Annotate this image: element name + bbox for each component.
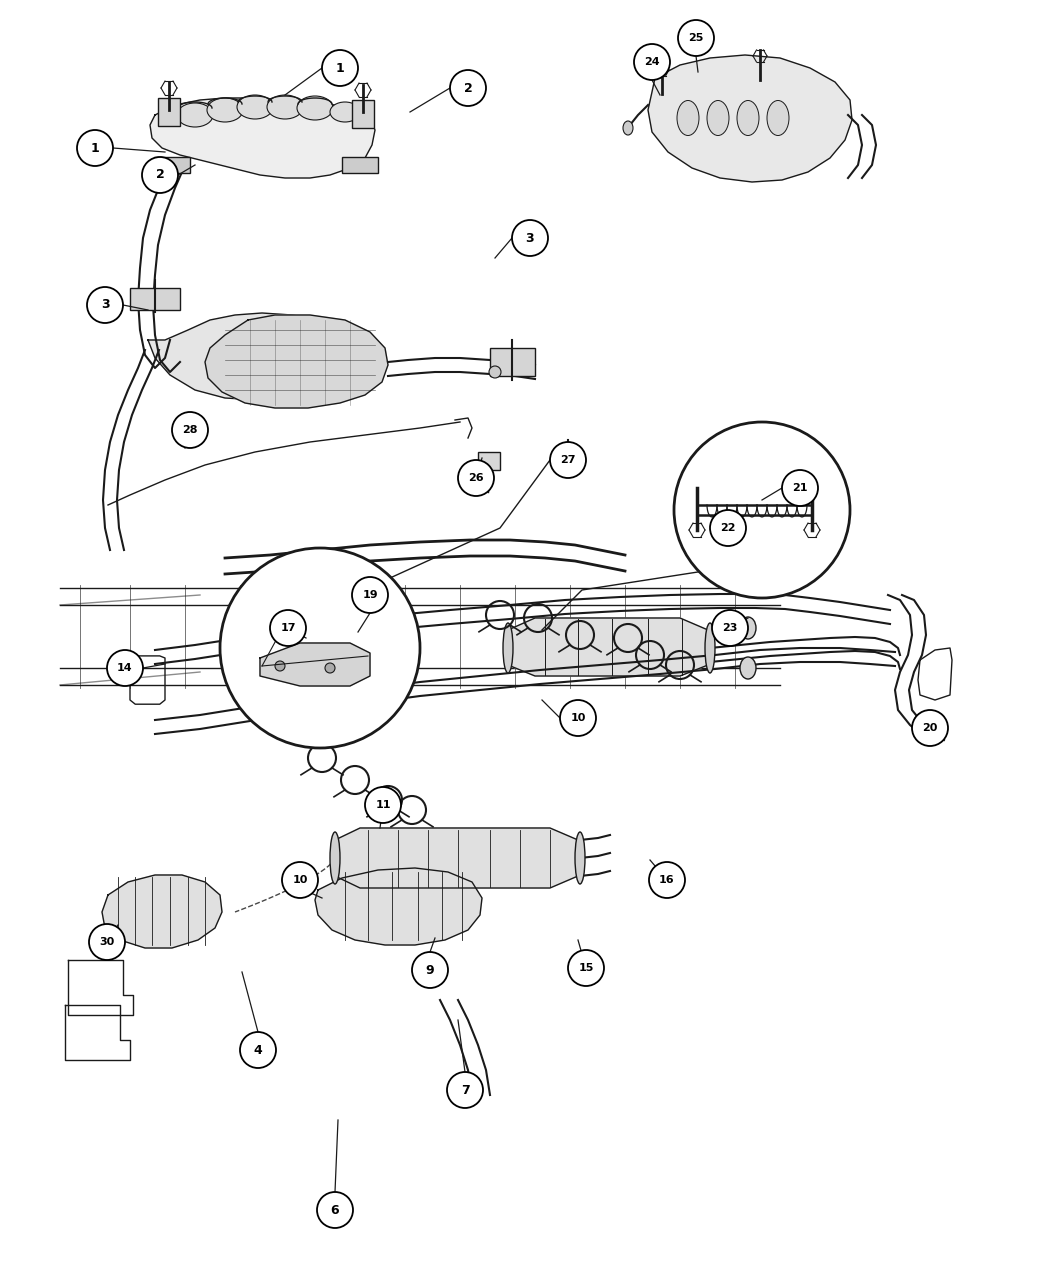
Circle shape — [635, 43, 670, 80]
Text: 14: 14 — [117, 663, 133, 673]
Circle shape — [912, 710, 948, 746]
Circle shape — [317, 1191, 353, 1228]
Circle shape — [412, 951, 448, 988]
Polygon shape — [102, 875, 222, 948]
Circle shape — [713, 610, 748, 646]
Polygon shape — [315, 868, 482, 945]
Circle shape — [365, 787, 401, 822]
Ellipse shape — [705, 623, 715, 673]
Circle shape — [447, 1071, 483, 1108]
Text: 20: 20 — [922, 723, 938, 733]
Ellipse shape — [503, 623, 513, 673]
Circle shape — [560, 444, 575, 460]
Text: 17: 17 — [280, 623, 296, 633]
Text: 15: 15 — [579, 963, 593, 973]
Circle shape — [87, 287, 123, 323]
Text: 7: 7 — [461, 1083, 469, 1097]
Circle shape — [674, 421, 850, 598]
Text: 28: 28 — [182, 425, 198, 435]
Text: 1: 1 — [335, 61, 345, 74]
Polygon shape — [150, 98, 375, 178]
Text: 10: 10 — [570, 713, 586, 723]
Ellipse shape — [575, 833, 585, 884]
Circle shape — [325, 663, 335, 673]
Circle shape — [89, 925, 125, 960]
Circle shape — [282, 862, 318, 898]
Circle shape — [782, 470, 818, 506]
Circle shape — [560, 700, 596, 736]
Text: 6: 6 — [331, 1203, 339, 1217]
Text: 16: 16 — [659, 875, 675, 885]
Circle shape — [172, 412, 208, 448]
Circle shape — [352, 577, 388, 613]
Ellipse shape — [737, 101, 759, 135]
Polygon shape — [204, 315, 388, 407]
Circle shape — [240, 1032, 276, 1068]
Circle shape — [77, 130, 113, 166]
Text: 9: 9 — [426, 964, 434, 977]
Circle shape — [458, 460, 494, 495]
Ellipse shape — [707, 101, 729, 135]
Polygon shape — [260, 644, 370, 686]
Circle shape — [568, 950, 604, 986]
Circle shape — [270, 610, 306, 646]
Ellipse shape — [267, 94, 302, 119]
Bar — [154, 157, 190, 172]
Text: 21: 21 — [793, 483, 807, 493]
Text: 2: 2 — [464, 82, 472, 94]
Polygon shape — [148, 313, 355, 400]
Text: 4: 4 — [254, 1043, 262, 1056]
Ellipse shape — [177, 103, 213, 126]
Ellipse shape — [207, 98, 243, 123]
Ellipse shape — [740, 617, 756, 638]
Text: 10: 10 — [292, 875, 308, 885]
Circle shape — [142, 157, 178, 193]
Circle shape — [323, 50, 358, 86]
Text: 26: 26 — [468, 472, 484, 483]
Ellipse shape — [740, 656, 756, 679]
Bar — [479, 452, 500, 470]
Text: 11: 11 — [375, 799, 391, 810]
Ellipse shape — [767, 101, 789, 135]
Bar — [341, 157, 378, 172]
Circle shape — [220, 548, 419, 748]
Polygon shape — [505, 618, 710, 676]
Text: 3: 3 — [526, 231, 534, 244]
Ellipse shape — [330, 833, 340, 884]
Ellipse shape — [297, 96, 333, 120]
Text: 19: 19 — [363, 590, 377, 600]
Text: 3: 3 — [101, 299, 110, 312]
Circle shape — [275, 661, 285, 670]
Circle shape — [678, 20, 714, 56]
Bar — [130, 289, 180, 310]
Circle shape — [108, 650, 143, 686]
Bar — [352, 100, 374, 128]
Ellipse shape — [330, 102, 360, 123]
Ellipse shape — [623, 121, 633, 135]
Text: 27: 27 — [561, 455, 575, 465]
Circle shape — [450, 70, 486, 106]
Text: 30: 30 — [99, 937, 115, 948]
Text: 25: 25 — [688, 33, 704, 43]
Polygon shape — [332, 827, 580, 888]
Text: 2: 2 — [156, 169, 164, 181]
Polygon shape — [648, 55, 852, 183]
Text: 22: 22 — [720, 524, 736, 533]
Circle shape — [512, 220, 548, 255]
Circle shape — [489, 366, 501, 378]
Ellipse shape — [677, 101, 699, 135]
Text: 23: 23 — [722, 623, 738, 633]
Circle shape — [550, 442, 586, 478]
Bar — [158, 98, 180, 126]
Circle shape — [649, 862, 685, 898]
Bar — [490, 349, 535, 375]
Ellipse shape — [237, 94, 273, 119]
Text: 1: 1 — [91, 142, 99, 155]
Text: 24: 24 — [644, 57, 660, 66]
Circle shape — [710, 510, 746, 547]
